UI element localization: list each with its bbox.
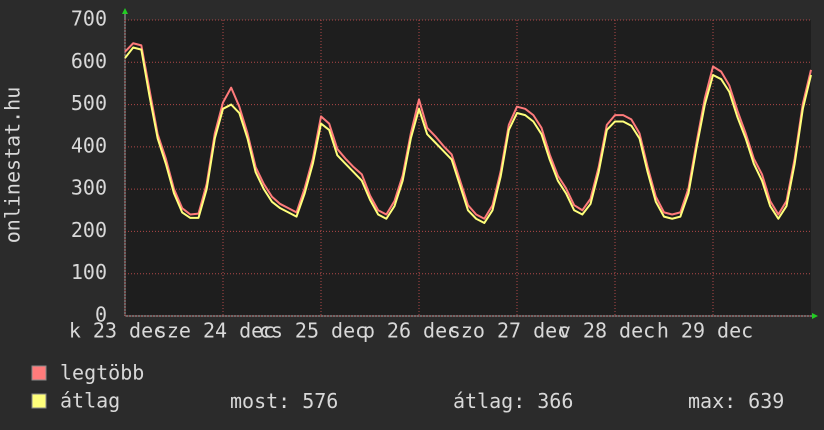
y-arrow — [122, 8, 128, 14]
stat-part: most: — [230, 389, 290, 413]
stat: max: 639 — [688, 389, 784, 413]
x-tick-label: sze 24 dec — [155, 319, 275, 343]
legend-label: átlag — [60, 389, 120, 413]
stat: most: 576 — [230, 389, 338, 413]
y-tick-label: 300 — [71, 176, 107, 200]
y-tick-label: 200 — [71, 218, 107, 242]
x-tick-label: v 28 dec — [559, 319, 655, 343]
stat: átlag: 366 — [453, 389, 573, 413]
series-line — [124, 46, 812, 224]
x-tick-label: h 29 dec — [657, 319, 753, 343]
stat-part: max: — [688, 389, 736, 413]
x-arrow — [812, 313, 818, 319]
y-tick-label: 600 — [71, 49, 107, 73]
legend-label: legtöbb — [60, 361, 144, 385]
x-tick-label: cs 25 dec — [259, 319, 367, 343]
y-axis-label: onlinestat.hu — [1, 87, 25, 244]
y-tick-label: 700 — [71, 7, 107, 31]
x-tick-label: szo 27 dec — [449, 319, 569, 343]
stat-part: 576 — [302, 389, 338, 413]
y-tick-label: 0 — [95, 303, 107, 327]
x-tick-label: p 26 dec — [363, 319, 459, 343]
x-tick-label: k 23 dec — [69, 319, 165, 343]
y-tick-label: 500 — [71, 91, 107, 115]
stat-part: 366 — [537, 389, 573, 413]
stat-part: átlag: — [453, 389, 525, 413]
y-tick-label: 100 — [71, 260, 107, 284]
legend-swatch — [31, 365, 47, 381]
stat-part: 639 — [748, 389, 784, 413]
y-tick-label: 400 — [71, 133, 107, 157]
plot-area — [125, 20, 811, 315]
legend-swatch — [31, 393, 47, 409]
